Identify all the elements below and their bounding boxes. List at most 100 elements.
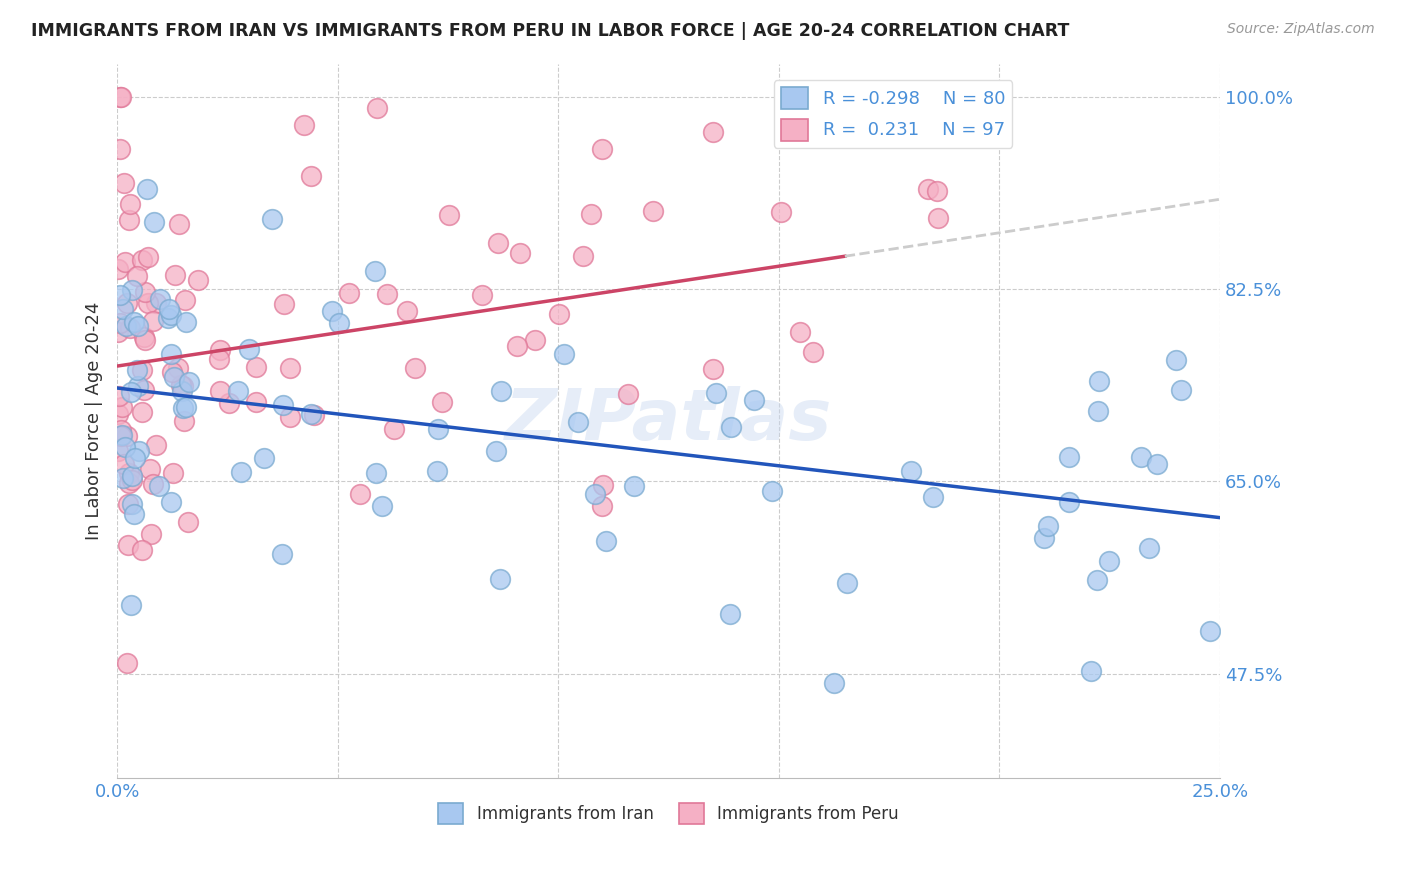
Point [136,251,159,265]
Point [131,404,153,418]
Point [1087,573,1109,587]
Point [118,466,141,480]
Point [170,377,193,392]
Point [120,384,142,399]
Point [328,316,350,330]
Point [245,359,267,374]
Point [218,396,240,410]
Point [131,543,153,558]
Point [425,464,447,478]
Point [172,379,194,393]
Point [208,343,231,357]
Point [366,102,388,116]
Point [925,184,948,198]
Point [136,295,159,310]
Point [134,329,156,343]
Point [160,347,183,361]
Point [145,295,167,310]
Point [108,316,131,330]
Point [131,252,153,267]
Point [110,429,132,443]
Point [118,197,141,211]
Point [163,370,186,384]
Point [404,360,426,375]
Point [292,119,315,133]
Point [299,407,322,421]
Y-axis label: In Labor Force | Age 20-24: In Labor Force | Age 20-24 [86,301,103,541]
Point [801,345,824,359]
Point [591,142,613,156]
Point [789,325,811,339]
Point [209,384,232,398]
Point [363,263,385,277]
Point [922,490,945,504]
Point [299,169,322,183]
Point [117,475,139,490]
Point [117,656,139,670]
Point [177,515,200,529]
Point [524,333,547,347]
Point [321,304,343,318]
Point [112,458,135,472]
Point [720,420,742,434]
Point [253,450,276,465]
Point [174,293,197,307]
Point [124,450,146,465]
Point [108,288,131,302]
Point [1057,450,1080,465]
Point [432,395,454,409]
Point [121,283,143,297]
Text: ZIPatlas: ZIPatlas [505,386,832,456]
Point [139,527,162,541]
Point [160,365,183,379]
Point [1033,531,1056,545]
Point [131,362,153,376]
Point [1057,494,1080,508]
Point [108,90,131,104]
Point [718,607,741,621]
Point [1164,352,1187,367]
Point [142,476,165,491]
Point [107,407,129,421]
Point [1087,404,1109,418]
Point [491,384,513,398]
Legend: Immigrants from Iran, Immigrants from Peru: Immigrants from Iran, Immigrants from Pe… [432,797,905,830]
Point [114,440,136,454]
Point [108,142,131,156]
Point [160,308,183,322]
Point [121,468,143,483]
Point [567,415,589,429]
Point [1129,450,1152,464]
Point [121,473,143,487]
Point [112,302,135,317]
Text: IMMIGRANTS FROM IRAN VS IMMIGRANTS FROM PERU IN LABOR FORCE | AGE 20-24 CORRELAT: IMMIGRANTS FROM IRAN VS IMMIGRANTS FROM … [31,22,1070,40]
Point [488,573,510,587]
Point [426,422,449,436]
Point [371,499,394,513]
Point [302,409,325,423]
Point [177,376,200,390]
Point [1098,554,1121,568]
Point [110,423,132,437]
Point [226,384,249,399]
Point [115,429,138,443]
Point [121,497,143,511]
Point [110,90,132,104]
Point [890,90,912,104]
Point [187,273,209,287]
Point [278,361,301,376]
Point [592,477,614,491]
Point [278,409,301,424]
Point [837,575,859,590]
Point [120,321,142,335]
Point [595,533,617,548]
Point [273,297,295,311]
Point [583,486,606,500]
Point [172,401,194,415]
Point [271,398,294,412]
Point [704,385,727,400]
Point [149,292,172,306]
Point [271,547,294,561]
Point [128,444,150,458]
Point [117,498,139,512]
